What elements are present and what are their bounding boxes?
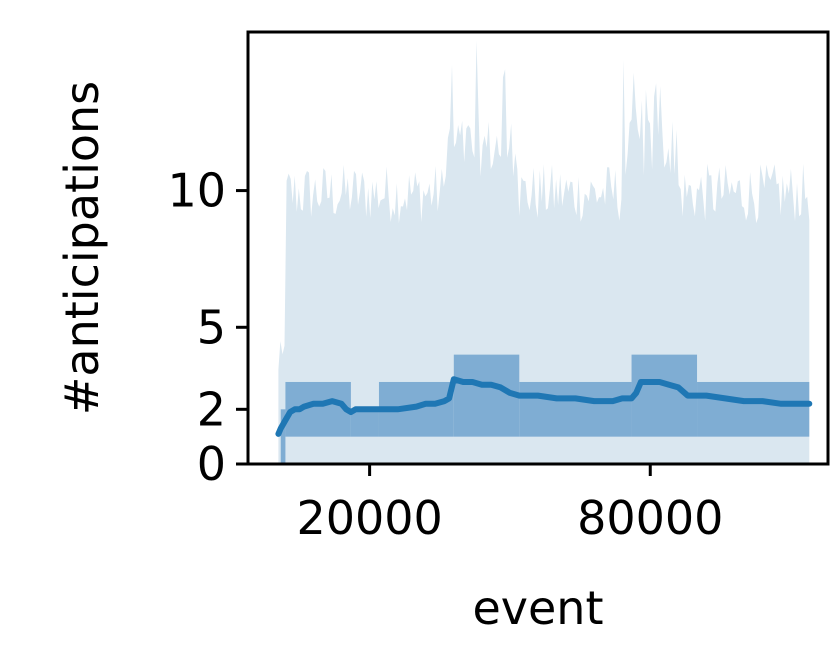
- series-line: [275, 376, 813, 437]
- axes-frame: [246, 30, 830, 466]
- y-tick-label: 10: [167, 164, 226, 218]
- y-tick-label: 0: [197, 437, 226, 491]
- plot-area: [275, 40, 813, 464]
- plot-content: [275, 40, 813, 464]
- y-axis-label: #anticipations: [55, 81, 109, 415]
- spread-band-inner-0: [280, 409, 286, 464]
- ticks: 20000 80000 02 5 10: [167, 164, 723, 545]
- spread-band-inner-4: [453, 354, 520, 437]
- spread-band-inner-7: [697, 381, 810, 437]
- y-tick-label: 5: [197, 300, 226, 354]
- spread-band-inner-5: [519, 381, 632, 437]
- x-tick-label: 20000: [296, 491, 442, 545]
- x-tick-label: 80000: [577, 491, 723, 545]
- x-axis-label: event: [472, 581, 603, 635]
- spread-band-inner-2: [350, 409, 379, 437]
- y-tick-label: 2: [197, 382, 226, 436]
